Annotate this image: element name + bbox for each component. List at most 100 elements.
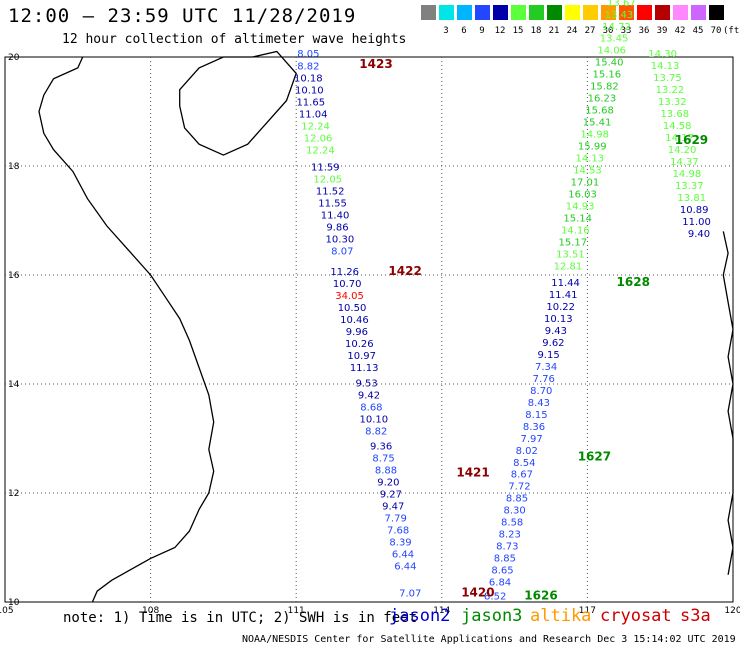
scale-label: 27 — [584, 26, 596, 36]
legend-jason3: jason3 — [461, 606, 523, 626]
scale-label: 24 — [566, 26, 578, 36]
wave-height-value: 7.97 — [520, 434, 542, 445]
wave-height-value: 8.73 — [496, 542, 518, 553]
wave-height-value: 11.44 — [551, 278, 580, 289]
scale-swatch — [529, 5, 544, 20]
wave-height-value: 8.30 — [503, 506, 525, 517]
wave-height-value: 7.79 — [385, 513, 407, 524]
wave-height-value: 13.43 — [605, 10, 634, 21]
wave-height-value: 10.97 — [347, 351, 376, 362]
wave-height-value: 8.52 — [484, 591, 506, 602]
legend-jason2: jason2 — [389, 606, 451, 626]
scale-label: 6 — [461, 26, 467, 36]
wave-height-value: 10.10 — [360, 415, 389, 426]
wave-height-value: 9.15 — [537, 350, 559, 361]
wave-height-value: 6.44 — [394, 561, 416, 572]
wave-height-value: 7.72 — [508, 482, 530, 493]
lon-tick-label: 105 — [0, 606, 14, 616]
scale-swatch — [493, 5, 508, 20]
wave-height-value: 13.67 — [607, 0, 636, 9]
wave-height-value: 14.58 — [663, 121, 692, 132]
scale-label: 36 — [638, 26, 650, 36]
pass-number-label: 1422 — [388, 264, 421, 278]
wave-height-value: 9.62 — [542, 338, 564, 349]
scale-swatch — [583, 5, 598, 20]
wave-height-value: 16.03 — [568, 190, 597, 201]
chart-title: 12:00 — 23:59 UTC 11/28/2019 — [8, 5, 357, 27]
wave-height-value: 8.54 — [513, 458, 535, 469]
wave-height-value: 14.16 — [561, 226, 590, 237]
wave-height-value: 14.20 — [668, 145, 697, 156]
scale-label: 9 — [479, 26, 485, 36]
wave-height-value: 11.26 — [330, 267, 359, 278]
wave-height-value: 14.13 — [651, 61, 680, 72]
lon-tick-label: 120 — [724, 606, 740, 616]
wave-height-value: 15.41 — [583, 118, 612, 129]
legend-cryosat: cryosat — [600, 606, 672, 626]
scale-label: 70 — [710, 26, 722, 36]
scale-label: 33 — [620, 26, 632, 36]
lon-tick-label: 117 — [579, 606, 596, 616]
wave-height-value: 8.39 — [389, 537, 411, 548]
scale-label: 42 — [674, 26, 686, 36]
vietnam-coastline — [38, 56, 215, 603]
pass-number-label: 1421 — [456, 466, 489, 480]
wave-height-value: 9.43 — [545, 326, 567, 337]
scale-label: 39 — [656, 26, 668, 36]
wave-height-value: 12.06 — [304, 133, 333, 144]
wave-height-value: 7.76 — [533, 374, 555, 385]
philippines-coastline — [722, 231, 734, 575]
legend-s3a: s3a — [680, 606, 711, 626]
wave-height-value: 8.05 — [297, 49, 319, 60]
lat-tick-label: 14 — [8, 380, 20, 390]
scale-swatch — [655, 5, 670, 20]
wave-height-value: 13.37 — [675, 181, 704, 192]
scale-swatch — [475, 5, 490, 20]
wave-height-value: 11.52 — [316, 186, 345, 197]
wave-height-value: 10.10 — [295, 86, 324, 97]
scale-swatch — [565, 5, 580, 20]
wave-height-value: 13.75 — [653, 73, 682, 84]
wave-height-value: 9.40 — [688, 229, 710, 240]
scale-swatch — [637, 5, 652, 20]
wave-height-value: 8.36 — [523, 422, 545, 433]
wave-height-value: 7.07 — [399, 589, 421, 600]
wave-height-value: 10.13 — [544, 314, 573, 325]
wave-height-value: 11.40 — [321, 210, 350, 221]
lat-tick-label: 16 — [8, 271, 20, 281]
wave-height-value: 14.06 — [597, 46, 626, 57]
scale-swatch — [601, 5, 616, 20]
wave-height-value: 10.89 — [680, 205, 709, 216]
lat-tick-label: 18 — [8, 162, 20, 172]
wave-height-value: 14.93 — [566, 202, 595, 213]
wave-height-value: 14.98 — [673, 169, 702, 180]
scale-swatch — [709, 5, 724, 20]
wave-height-value: 10.50 — [338, 303, 367, 314]
wave-height-value: 8.65 — [491, 566, 513, 577]
wave-height-value: 9.86 — [326, 222, 348, 233]
wave-height-value: 8.07 — [331, 246, 353, 257]
scale-label: 18 — [530, 26, 542, 36]
lat-tick-label: 12 — [8, 489, 19, 499]
wave-height-value: 10.26 — [345, 339, 374, 350]
wave-height-value: 12.24 — [306, 145, 335, 156]
wave-height-value: 8.85 — [494, 554, 516, 565]
wave-height-value: 13.22 — [656, 85, 685, 96]
wave-height-value: 8.67 — [511, 470, 533, 481]
wave-height-value: 14.13 — [576, 154, 605, 165]
wave-height-value: 10.30 — [326, 234, 355, 245]
scale-swatch — [439, 5, 454, 20]
legend-altika: altika — [530, 606, 592, 626]
wave-height-value: 11.65 — [296, 98, 325, 109]
wave-height-value: 8.15 — [525, 410, 547, 421]
pass-number-label: 1626 — [524, 588, 557, 602]
wave-height-value: 11.04 — [299, 109, 328, 120]
wave-height-value: 11.13 — [350, 363, 379, 374]
wave-height-value: 10.22 — [546, 302, 575, 313]
scale-label: 3 — [443, 26, 449, 36]
wave-height-value: 9.42 — [358, 391, 380, 402]
wave-height-value: 11.41 — [549, 290, 578, 301]
wave-height-value: 8.58 — [501, 518, 523, 529]
wave-height-value: 15.17 — [559, 238, 588, 249]
